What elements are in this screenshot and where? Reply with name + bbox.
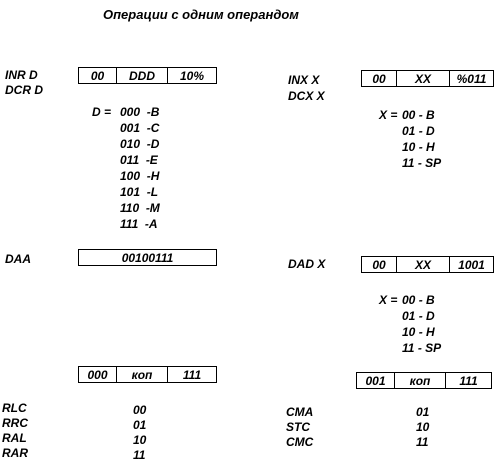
list-item: 10 [133,433,147,447]
inr-label: INR D [5,68,38,82]
list-item: 11 [133,448,146,462]
list-item: RAR [2,446,28,460]
dad-label: DAD X [288,257,326,271]
list-item: 01 - D [402,309,435,323]
d-prefix: D = [92,105,112,119]
list-item: 010 -D [120,137,160,151]
list-item: 110 -M [120,201,160,215]
format-field-reg: XX [397,71,450,86]
list-item: CMA [286,405,314,419]
format-field-opcode: %011 [456,71,487,86]
format-field-kop: коп [117,367,168,382]
cma-format: 001 коп 111 [356,372,492,389]
list-item: 11 [416,435,429,449]
list-item: 10 - H [402,140,435,154]
list-item: 011 -E [120,153,158,167]
format-field-suffix: 111 [459,373,478,388]
list-item: RAL [2,431,27,445]
page-title: Операции с одним операндом [103,7,299,22]
format-field-prefix: 00 [362,257,397,272]
format-field-prefix: 001 [357,373,395,388]
format-field-reg: DDD [117,68,168,83]
list-item: CMC [286,435,314,449]
inx-label: INX X [288,73,320,87]
list-item: 10 - H [402,325,435,339]
format-field-opcode: 10% [179,68,205,83]
format-field-suffix: 111 [182,367,202,382]
list-item: 01 - D [402,124,435,138]
dcx-label: DCX X [288,89,325,103]
format-field-opcode: 1001 [458,257,485,272]
list-item: STC [286,420,310,434]
list-item: 101 -L [120,185,159,199]
list-item: 01 [133,418,147,432]
dcr-label: DCR D [5,83,43,97]
format-field-prefix: 00 [362,71,397,86]
list-item: 100 -H [120,169,160,183]
list-item: 001 -C [120,121,160,135]
list-item: 11 - SP [402,341,442,355]
format-field-prefix: 00 [79,68,117,83]
list-item: RRC [2,416,28,430]
list-item: 00 [133,403,147,417]
list-item: 111 -A [120,217,158,231]
list-item: RLC [2,401,27,415]
list-item: 00 - B [402,108,435,122]
x-prefix-dad: X = [379,293,398,307]
list-item: 11 - SP [402,156,442,170]
x-prefix: X = [379,108,398,122]
inr-dcr-format: 00 DDD 10% [78,67,217,84]
daa-format: 00100111 [78,249,217,266]
list-item: 00 - B [402,293,435,307]
format-field-reg: XX [397,257,450,272]
daa-label: DAA [5,252,31,266]
rotate-format: 000 коп 111 [78,366,217,383]
format-field-prefix: 000 [79,367,117,382]
dad-format: 00 XX 1001 [361,256,494,273]
list-item: 01 [416,405,430,419]
list-item: 000 -B [120,105,160,119]
inx-dcx-format: 00 XX %011 [361,70,494,87]
format-field-kop: коп [395,373,446,388]
list-item: 10 [416,420,430,434]
format-field-opcode: 00100111 [121,250,174,265]
